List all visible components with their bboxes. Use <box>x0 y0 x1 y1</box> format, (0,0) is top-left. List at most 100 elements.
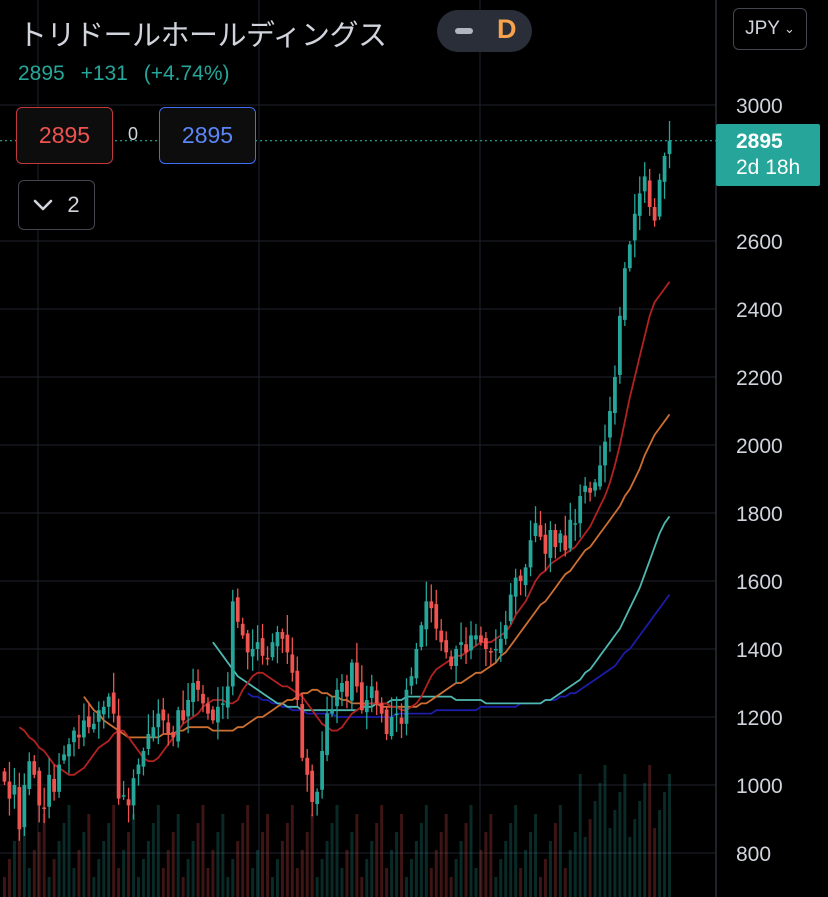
candle-body <box>603 441 607 466</box>
volume-bar <box>449 877 453 897</box>
volume-bar <box>206 868 210 897</box>
candle-body <box>444 640 449 653</box>
candle-body <box>52 778 56 792</box>
candle-body <box>598 465 602 487</box>
candle-body <box>513 577 518 597</box>
candle-body <box>235 597 240 622</box>
candle-body <box>37 770 42 806</box>
volume-bar <box>285 823 289 897</box>
volume-bar <box>623 774 627 897</box>
volume-bar <box>340 868 344 897</box>
volume-bar <box>52 859 56 897</box>
candle-body <box>86 716 91 728</box>
volume-bar <box>127 832 131 897</box>
volume-bar <box>132 814 136 897</box>
volume-bar <box>196 823 200 897</box>
volume-bar <box>112 805 116 897</box>
candle-body <box>315 791 320 805</box>
candle-body <box>588 487 592 493</box>
candle-body <box>419 625 424 647</box>
candle-body <box>32 761 37 775</box>
candle-body <box>151 727 156 739</box>
sell-button[interactable]: 2895 <box>16 107 113 164</box>
candle-body <box>354 662 359 687</box>
volume-bar <box>504 841 508 897</box>
candle-body <box>255 642 260 649</box>
volume-bar <box>7 859 11 897</box>
volume-bar <box>638 801 642 897</box>
indicators-toggle-button[interactable]: 2 <box>18 180 95 230</box>
candle-body <box>568 519 573 549</box>
currency-label: JPY <box>745 18 780 39</box>
candle-body <box>285 634 290 653</box>
volume-bar <box>479 850 483 897</box>
candle-body <box>359 682 364 711</box>
symbol-title[interactable]: トリドールホールディングス <box>18 18 387 52</box>
volume-bar <box>553 823 557 897</box>
last-price: 2895 <box>18 62 65 85</box>
candle-body <box>533 523 538 537</box>
volume-bar <box>558 805 562 897</box>
candle-body <box>449 656 454 666</box>
volume-bar <box>469 805 473 897</box>
y-tick-label: 1400 <box>736 639 783 662</box>
interval-selector[interactable]: D <box>437 10 532 52</box>
candle-body <box>488 651 493 653</box>
candle-body <box>583 485 588 492</box>
volume-bar <box>658 810 662 897</box>
volume-bar <box>464 823 468 897</box>
y-tick-label: 2400 <box>736 299 783 322</box>
candle-body <box>82 720 86 738</box>
volume-bar <box>613 810 617 897</box>
candle-body <box>399 717 404 724</box>
candle-body <box>330 710 334 714</box>
candle-body <box>166 722 171 734</box>
candle-body <box>459 642 463 645</box>
volume-bar <box>290 805 294 897</box>
y-tick-label: 1800 <box>736 503 783 526</box>
candle-body <box>22 785 27 828</box>
candle-body <box>622 268 627 320</box>
buy-button[interactable]: 2895 <box>159 107 256 164</box>
volume-bar <box>509 823 513 897</box>
y-tick-label: 1200 <box>736 707 783 730</box>
candle-body <box>275 632 280 647</box>
candle-body <box>384 709 389 734</box>
candle-body <box>211 709 215 721</box>
candle-body <box>62 754 66 761</box>
volume-bar <box>251 868 255 897</box>
candle-body <box>474 635 478 640</box>
candle-body <box>632 213 637 241</box>
volume-bar <box>256 850 260 897</box>
volume-bar <box>543 859 547 897</box>
volume-bar <box>151 823 155 897</box>
candle-body <box>503 625 508 639</box>
volume-bar <box>136 877 140 897</box>
price-change-percent: (+4.74%) <box>143 62 230 85</box>
volume-bar <box>275 859 279 897</box>
candle-body <box>96 710 101 722</box>
candle-body <box>290 654 295 673</box>
ma-short-line <box>18 281 671 776</box>
volume-bar <box>42 814 46 897</box>
candle-body <box>613 377 617 414</box>
candle-body <box>260 638 265 656</box>
volume-bar <box>57 841 61 897</box>
volume-bar <box>32 850 36 897</box>
candle-body <box>225 686 230 708</box>
volume-bar <box>385 868 389 897</box>
candle-body <box>220 703 225 705</box>
currency-selector[interactable]: JPY ⌄ <box>733 8 807 50</box>
candle-body <box>265 657 270 660</box>
volume-bar <box>107 823 111 897</box>
volume-bar <box>166 850 170 897</box>
volume-bar <box>424 805 428 897</box>
candle-body <box>250 649 255 657</box>
candle-body <box>414 649 419 679</box>
volume-bar <box>588 819 592 897</box>
volume-bar <box>280 841 284 897</box>
candle-body <box>573 523 578 525</box>
interval-label: D <box>497 14 517 44</box>
candle-body <box>350 662 354 701</box>
